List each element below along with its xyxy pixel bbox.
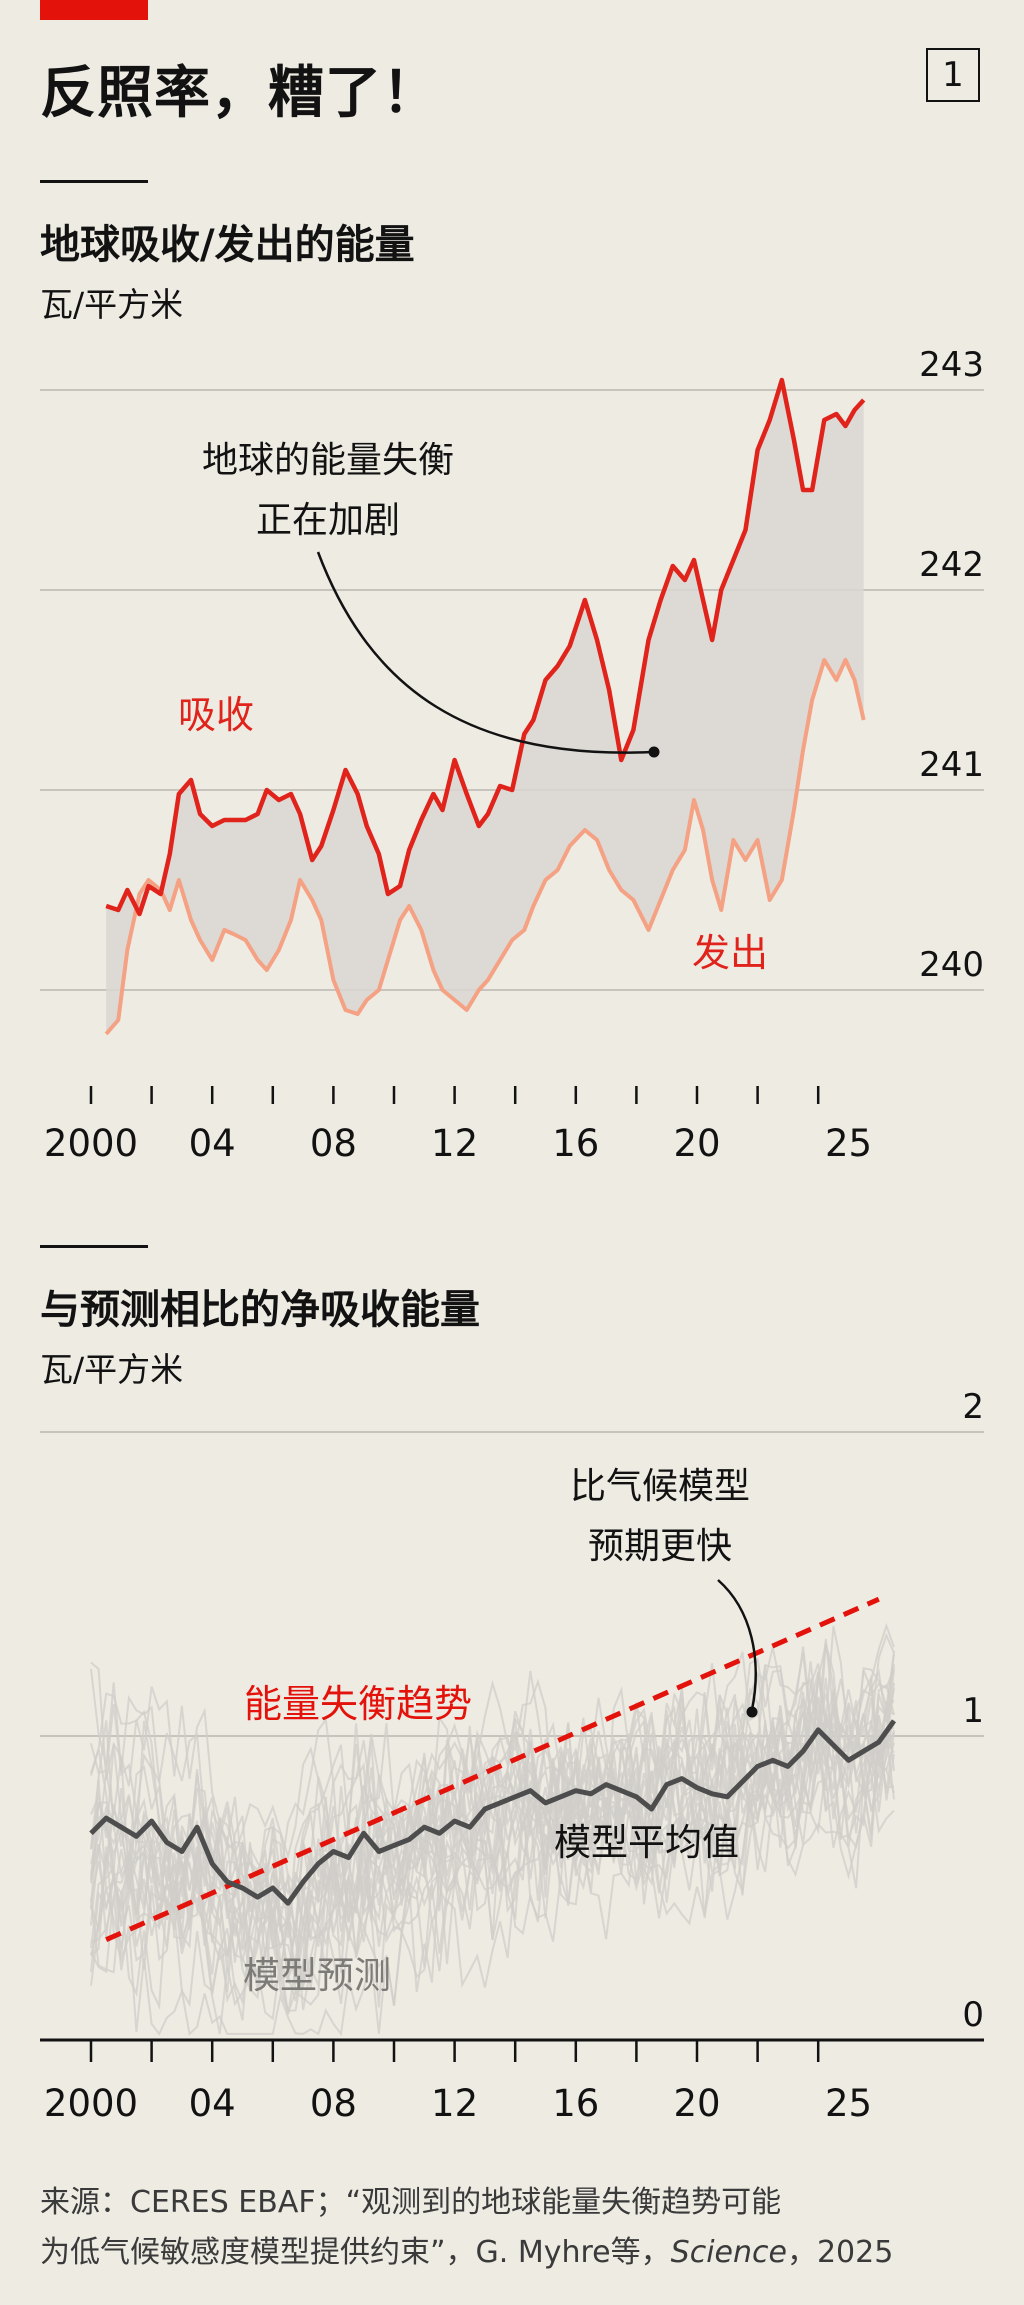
series-label-emitted: 发出: [692, 931, 768, 975]
series-line-model-mean: [89, 1719, 897, 1906]
chart1-unit: 瓦/平方米: [40, 285, 184, 324]
y-tick-label-242: 242: [919, 545, 984, 585]
x-tick-label-2000: 2000: [44, 1122, 138, 1165]
model-run-line: [90, 1622, 895, 1989]
x-tick-label-08: 08: [310, 1122, 357, 1165]
model-run-line: [90, 1683, 895, 1883]
x-tick-label-20: 20: [673, 1122, 720, 1165]
x-tick-label-16: 16: [552, 1122, 599, 1165]
annotation-leader-dot: [648, 746, 660, 758]
x-tick-label-2000: 2000: [44, 2082, 138, 2125]
chart2-unit: 瓦/平方米: [40, 1350, 184, 1389]
headline: 反照率，糟了！: [40, 61, 439, 126]
imbalance-area: [106, 380, 864, 1034]
chart1-rule: [40, 180, 148, 183]
source-journal: Science: [670, 2235, 787, 2270]
x-tick-label-04: 04: [189, 1122, 236, 1165]
x-tick-label-25: 25: [825, 1122, 872, 1165]
source-note: 来源：CERES EBAF；“观测到的地球能量失衡趋势可能 为低气候敏感度模型提…: [40, 2178, 1000, 2278]
label-imbalance-trend: 能量失衡趋势: [244, 1682, 472, 1726]
chart2-rule: [40, 1245, 148, 1248]
chart1-title: 地球吸收/发出的能量: [40, 222, 415, 268]
x-tick-label-04: 04: [189, 2082, 236, 2125]
series-label-absorbed: 吸收: [178, 693, 254, 737]
x-tick-label-12: 12: [431, 1122, 478, 1165]
annotation-imbalance-line2: 正在加剧: [256, 500, 400, 541]
x-tick-label-20: 20: [673, 2082, 720, 2125]
source-citation: 为低气候敏感度模型提供约束”，G. Myhre等，: [40, 2235, 671, 2270]
y-tick-label-2: 2: [962, 1387, 984, 1427]
y-tick-label-0: 0: [962, 1995, 984, 2035]
annotation-imbalance-line1: 地球的能量失衡: [202, 440, 454, 481]
source-line-1: 来源：CERES EBAF；“观测到的地球能量失衡趋势可能: [40, 2185, 782, 2220]
series-line-emitted: [104, 658, 866, 1036]
label-model-runs: 模型预测: [243, 1954, 391, 1997]
annotation-leader-dot: [746, 1706, 758, 1718]
annotation-faster-line1: 比气候模型: [570, 1466, 750, 1507]
model-run-line: [90, 1708, 895, 2021]
energy-absorbed-emitted-chart: 240 241 242 243 2000 04 08 12 16 20 25 地球的能量失衡正在加剧吸…: [40, 345, 984, 1165]
model-run-line: [90, 1632, 895, 1987]
x-tick-label-12: 12: [431, 2082, 478, 2125]
source-year: ，2025: [786, 2235, 894, 2270]
y-tick-label-241: 241: [919, 745, 984, 785]
chart-number-badge: 1: [926, 48, 980, 102]
y-tick-label-1: 1: [962, 1691, 984, 1731]
series-line-absorbed: [105, 377, 866, 917]
annotation-leader-line: [316, 551, 653, 754]
x-tick-label-16: 16: [552, 2082, 599, 2125]
y-tick-label-243: 243: [919, 345, 984, 385]
annotation-leader-line: [717, 1579, 757, 1711]
x-tick-label-25: 25: [825, 2082, 872, 2125]
source-line-2: 为低气候敏感度模型提供约束”，G. Myhre等，Science，2025: [40, 2228, 1000, 2278]
x-tick-label-08: 08: [310, 2082, 357, 2125]
annotation-faster-line2: 预期更快: [588, 1526, 732, 1567]
model-run-line: [90, 1671, 895, 2015]
label-model-mean: 模型平均值: [554, 1821, 739, 1864]
y-tick-label-240: 240: [919, 945, 984, 985]
model-run-line: [90, 1650, 895, 2037]
chart2-title: 与预测相比的净吸收能量: [40, 1287, 480, 1333]
brand-tag: [40, 0, 148, 20]
